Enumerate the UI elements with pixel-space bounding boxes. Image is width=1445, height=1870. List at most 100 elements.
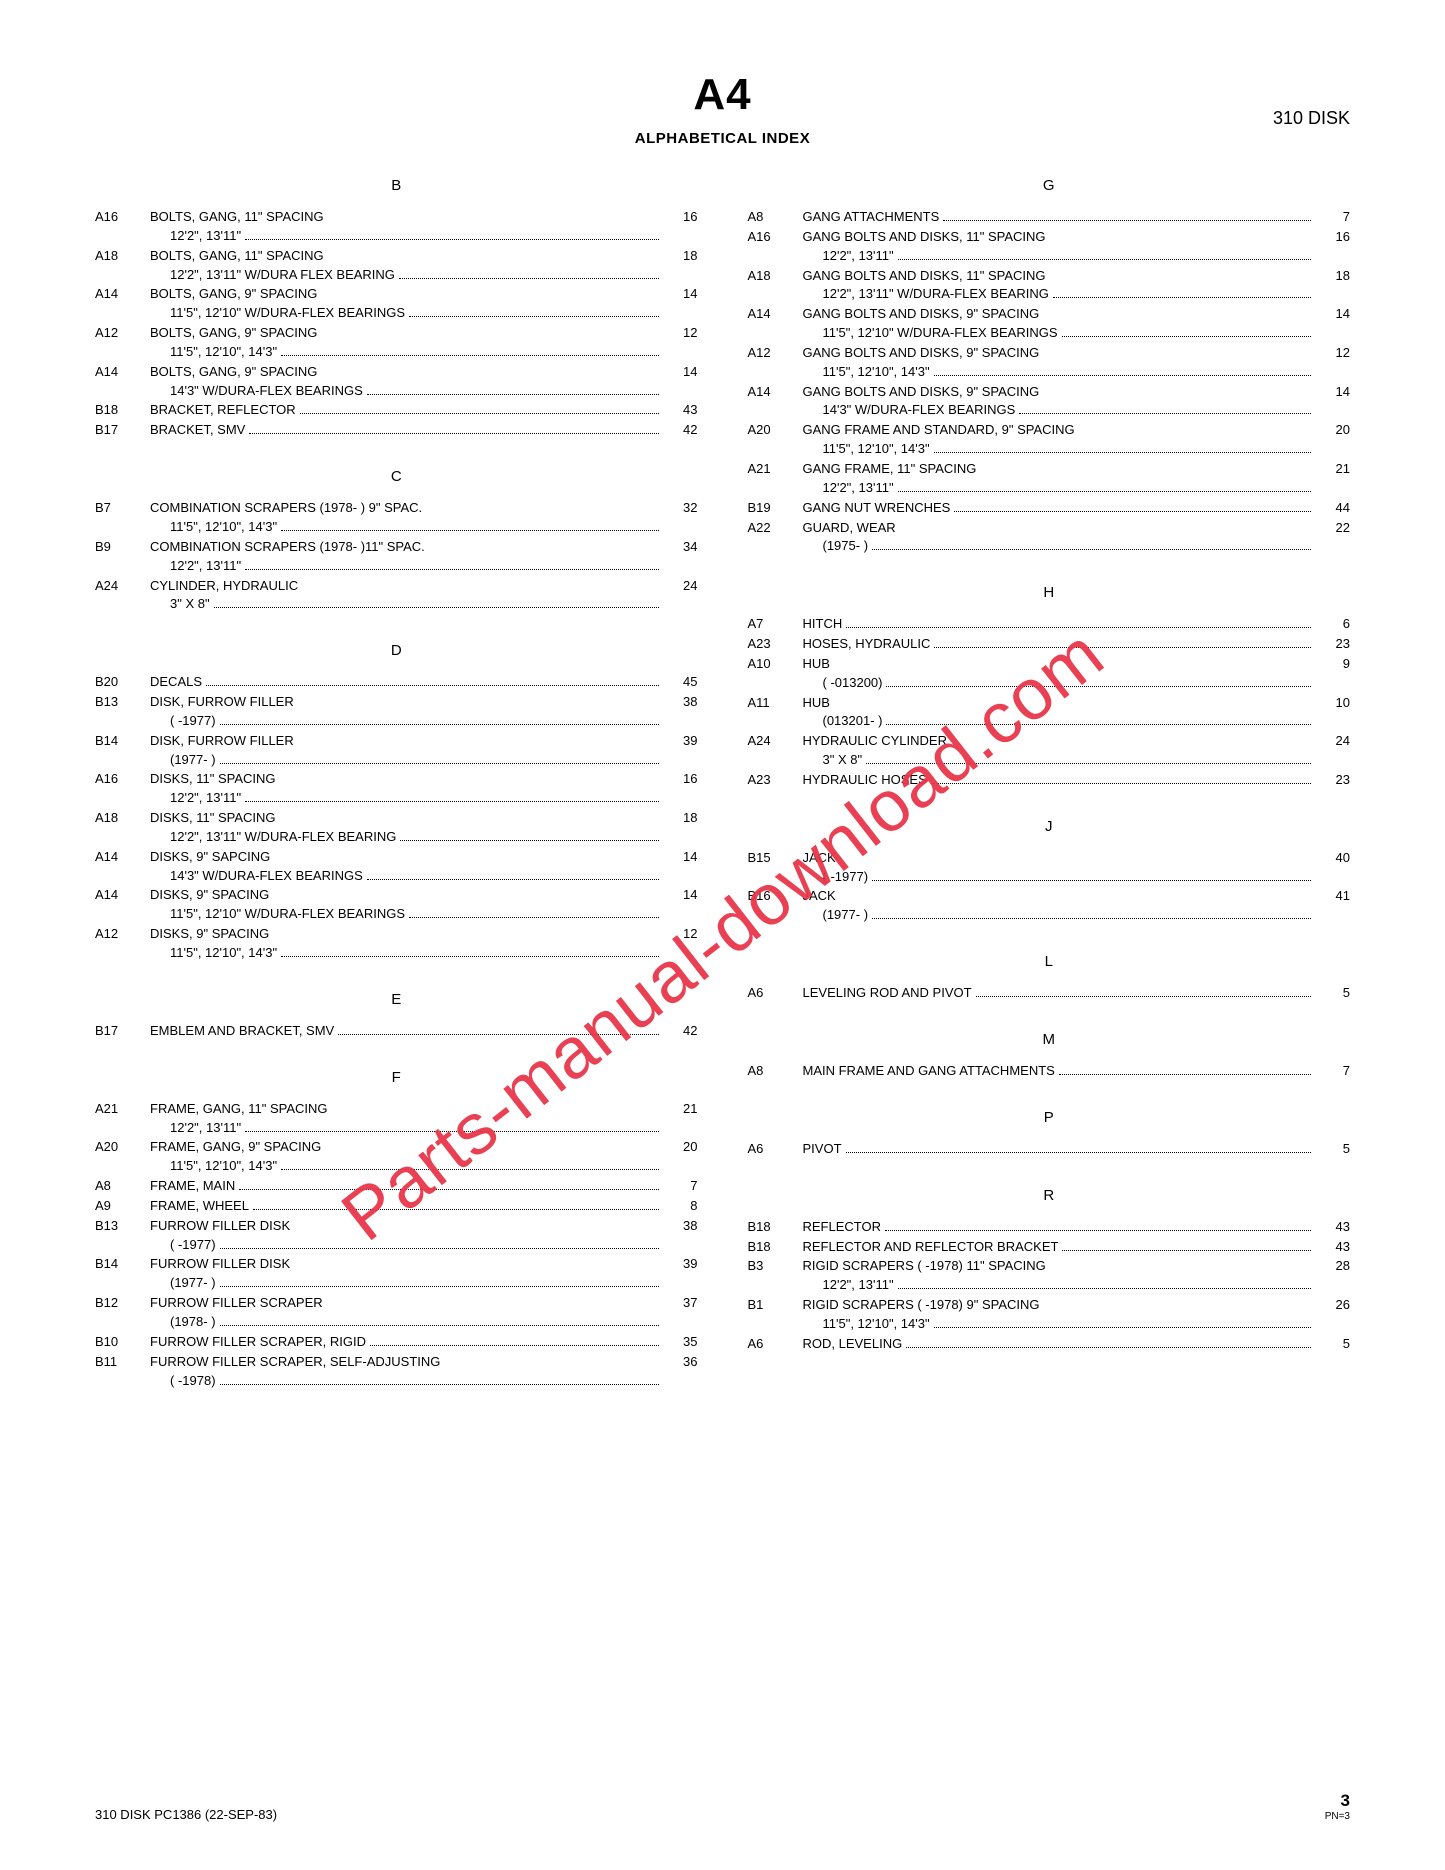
entry-dots [206,676,658,686]
entry-line2: 12'2", 13'11" [823,1276,894,1295]
entry-dots [220,753,659,763]
entry-line1: RIGID SCRAPERS ( -1978) 9" SPACING [803,1296,1316,1315]
entry-line1: FURROW FILLER DISK [150,1255,663,1274]
entry-ref: A11 [748,694,803,713]
page-title: A4 [95,70,1350,120]
entry-ref: A12 [95,925,150,944]
entry-line2: 12'2", 13'11" [170,557,241,576]
section-letter: D [95,642,698,659]
index-entry: A7HITCH6 [748,615,1351,634]
entry-text: HOSES, HYDRAULIC [803,635,931,654]
entry-page: 14 [663,363,698,382]
entry-dots [249,424,658,434]
entry-text: BRACKET, SMV [150,421,245,440]
entry-ref: B16 [748,887,803,906]
index-entry: A14GANG BOLTS AND DISKS, 9" SPACING14'3"… [748,383,1351,421]
entry-dots [1062,327,1311,337]
index-entry: A21GANG FRAME, 11" SPACING12'2", 13'11"2… [748,460,1351,498]
section-letter: H [748,584,1351,601]
entry-ref: A21 [95,1100,150,1119]
entry-page: 45 [663,673,698,692]
index-entry: A6LEVELING ROD AND PIVOT5 [748,984,1351,1003]
entry-page: 32 [663,499,698,518]
entry-dots [906,1337,1311,1347]
entry-dots [281,947,658,957]
index-entry: A8MAIN FRAME AND GANG ATTACHMENTS 7 [748,1062,1351,1081]
entry-dots [245,1121,658,1131]
entry-page: 43 [663,401,698,420]
index-entry: A14BOLTS, GANG, 9" SPACING11'5", 12'10" … [95,285,698,323]
index-entry: A12BOLTS, GANG, 9" SPACING11'5", 12'10",… [95,324,698,362]
index-entry: B16JACK(1977- )41 [748,887,1351,925]
entry-line1: FRAME, GANG, 9" SPACING [150,1138,663,1157]
entry-page: 7 [1315,208,1350,227]
entry-dots [281,1160,658,1170]
index-entry: A22GUARD, WEAR(1975- )22 [748,519,1351,557]
entry-line2: 12'2", 13'11" W/DURA FLEX BEARING [170,266,395,285]
entry-ref: A8 [748,1062,803,1081]
entry-dots [245,792,658,802]
entry-dots [300,404,659,414]
entry-line2: 11'5", 12'10", 14'3" [170,1157,277,1176]
entry-line2: 11'5", 12'10", 14'3" [823,440,930,459]
entry-page: 24 [1315,732,1350,751]
entry-page: 24 [663,577,698,596]
entry-ref: A14 [95,886,150,905]
index-entry: A8FRAME, MAIN 7 [95,1177,698,1196]
entry-ref: B13 [95,1217,150,1236]
entry-line1: FURROW FILLER DISK [150,1217,663,1236]
section-letter: P [748,1109,1351,1126]
header-right: 310 DISK [1273,108,1350,129]
entry-line1: HUB [803,694,1316,713]
entry-text: MAIN FRAME AND GANG ATTACHMENTS [803,1062,1055,1081]
entry-page: 39 [663,1255,698,1274]
entry-line2: 11'5", 12'10", 14'3" [823,1315,930,1334]
entry-page: 18 [663,809,698,828]
entry-ref: B15 [748,849,803,868]
entry-ref: B11 [95,1353,150,1372]
index-entry: B9COMBINATION SCRAPERS (1978- )11" SPAC.… [95,538,698,576]
entry-line1: DISKS, 11" SPACING [150,809,663,828]
section-letter: M [748,1031,1351,1048]
entry-ref: A23 [748,771,803,790]
entry-text: HYDRAULIC HOSES [803,771,927,790]
entry-text: LEVELING ROD AND PIVOT [803,984,972,1003]
entry-ref: A14 [748,383,803,402]
entry-ref: A10 [748,655,803,674]
entry-line1: COMBINATION SCRAPERS (1978- )11" SPAC. [150,538,663,557]
index-entry: A23HYDRAULIC HOSES23 [748,771,1351,790]
entry-page: 14 [1315,383,1350,402]
entry-page: 16 [1315,228,1350,247]
entry-dots [1059,1065,1311,1075]
footer: 310 DISK PC1386 (22-SEP-83) 3 PN=3 [95,1791,1350,1822]
index-entry: B17EMBLEM AND BRACKET, SMV42 [95,1022,698,1041]
entry-line1: BOLTS, GANG, 9" SPACING [150,285,663,304]
entry-text: FRAME, MAIN [150,1177,235,1196]
entry-page: 44 [1315,499,1350,518]
entry-page: 12 [663,324,698,343]
entry-line1: FURROW FILLER SCRAPER, SELF-ADJUSTING [150,1353,663,1372]
entry-dots [898,249,1311,259]
entry-page: 23 [1315,635,1350,654]
entry-ref: A12 [95,324,150,343]
entry-page: 7 [1315,1062,1350,1081]
entry-line1: COMBINATION SCRAPERS (1978- ) 9" SPAC. [150,499,663,518]
entry-ref: B3 [748,1257,803,1276]
entry-ref: A8 [95,1177,150,1196]
entry-page: 18 [663,247,698,266]
entry-line1: DISKS, 9" SPACING [150,886,663,905]
entry-dots [220,1277,659,1287]
section-letter: F [95,1069,698,1086]
entry-ref: B17 [95,421,150,440]
entry-dots [370,1335,659,1345]
entry-dots [934,365,1311,375]
index-entry: A14BOLTS, GANG, 9" SPACING14'3" W/DURA-F… [95,363,698,401]
index-entry: A16GANG BOLTS AND DISKS, 11" SPACING12'2… [748,228,1351,266]
entry-dots [886,715,1311,725]
entry-ref: A14 [95,285,150,304]
entry-dots [214,598,659,608]
entry-line2: 11'5", 12'10", 14'3" [170,343,277,362]
entry-line2: ( -013200) [823,674,883,693]
entry-text: REFLECTOR AND REFLECTOR BRACKET [803,1238,1059,1257]
entry-page: 7 [663,1177,698,1196]
